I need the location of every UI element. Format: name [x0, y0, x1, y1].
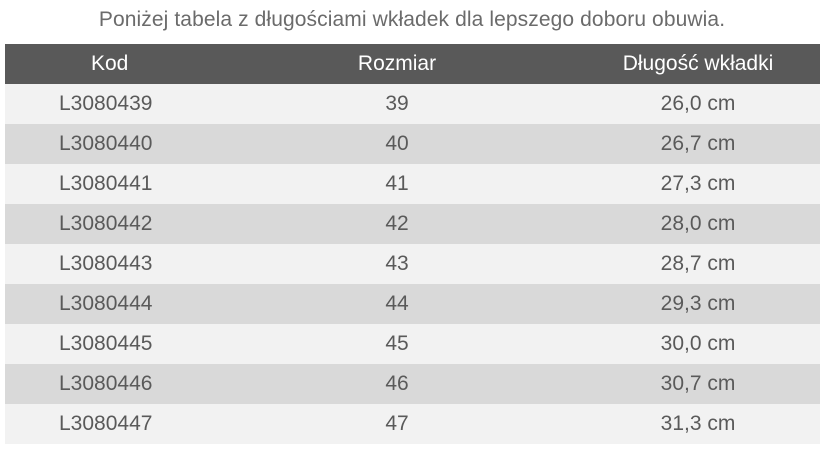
cell-size: 40 — [385, 132, 409, 155]
table-row: L3080442 42 28,0 cm — [5, 204, 820, 244]
cell-size: 45 — [385, 332, 409, 355]
cell-code: L3080443 — [59, 252, 153, 275]
cell-size: 39 — [385, 92, 409, 115]
table-row: L3080447 47 31,3 cm — [5, 404, 820, 444]
table-row: L3080441 41 27,3 cm — [5, 164, 820, 204]
cell-insole-length: 29,3 cm — [660, 292, 736, 315]
table-header-row: Kod Rozmiar Długość wkładki — [5, 44, 820, 84]
intro-text: Poniżej tabela z długościami wkładek dla… — [98, 8, 726, 31]
cell-code: L3080444 — [59, 292, 153, 315]
table-body: L3080439 39 26,0 cm L3080440 40 26,7 cm L30804… — [5, 84, 820, 444]
header-code: Kod — [91, 52, 129, 75]
insole-size-table: Kod Rozmiar Długość wkładki L3080439 39 26… — [5, 44, 820, 444]
cell-size: 43 — [385, 252, 409, 275]
table-row: L3080445 45 30,0 cm — [5, 324, 820, 364]
cell-size: 46 — [385, 372, 409, 395]
header-insole-length: Długość wkładki — [622, 52, 774, 75]
table-row: L3080439 39 26,0 cm — [5, 84, 820, 124]
cell-insole-length: 31,3 cm — [660, 412, 736, 435]
cell-code: L3080445 — [59, 332, 153, 355]
table-row: L3080443 43 28,7 cm — [5, 244, 820, 284]
cell-size: 41 — [385, 172, 409, 195]
cell-insole-length: 27,3 cm — [660, 172, 736, 195]
cell-code: L3080441 — [59, 172, 153, 195]
cell-insole-length: 26,0 cm — [660, 92, 736, 115]
cell-code: L3080439 — [59, 92, 153, 115]
cell-insole-length: 28,0 cm — [660, 212, 736, 235]
cell-code: L3080440 — [59, 132, 153, 155]
cell-size: 42 — [385, 212, 409, 235]
cell-insole-length: 26,7 cm — [660, 132, 736, 155]
cell-insole-length: 30,0 cm — [660, 332, 736, 355]
cell-code: L3080447 — [59, 412, 153, 435]
cell-code: L3080446 — [59, 372, 153, 395]
table-row: L3080446 46 30,7 cm — [5, 364, 820, 404]
cell-code: L3080442 — [59, 212, 153, 235]
cell-size: 47 — [385, 412, 409, 435]
table-row: L3080444 44 29,3 cm — [5, 284, 820, 324]
table-row: L3080440 40 26,7 cm — [5, 124, 820, 164]
cell-insole-length: 28,7 cm — [660, 252, 736, 275]
header-size: Rozmiar — [357, 52, 437, 75]
cell-size: 44 — [385, 292, 409, 315]
cell-insole-length: 30,7 cm — [660, 372, 736, 395]
